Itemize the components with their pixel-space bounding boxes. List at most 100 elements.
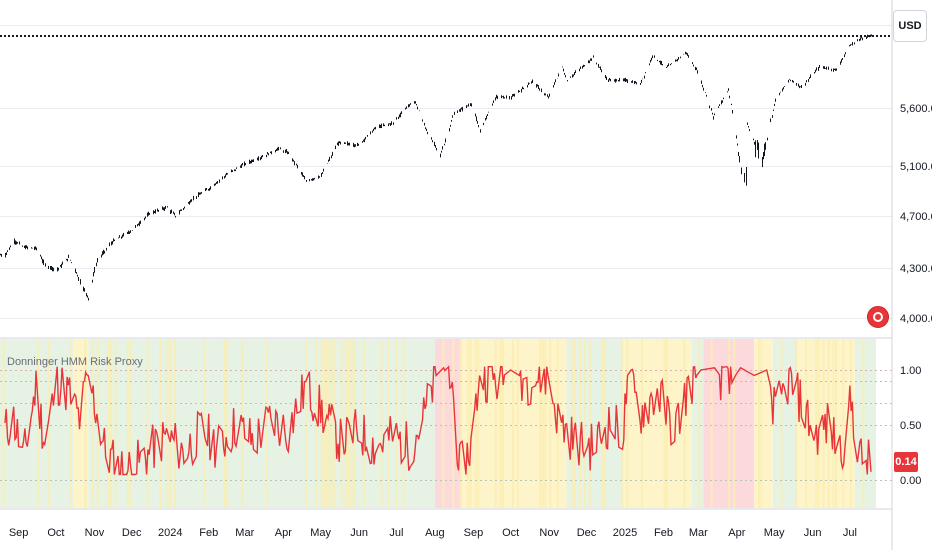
price-tick-label: 4,300.00 bbox=[900, 263, 932, 275]
regime-stripe bbox=[549, 339, 552, 508]
regime-stripe bbox=[109, 339, 112, 508]
regime-stripe bbox=[469, 339, 472, 508]
indicator-grid bbox=[0, 370, 892, 481]
indicator-tick-label: 0.00 bbox=[900, 475, 921, 487]
time-tick-label: Oct bbox=[47, 527, 64, 539]
regime-stripe bbox=[106, 339, 109, 508]
time-tick-label: Jun bbox=[804, 527, 822, 539]
time-tick-label: Jun bbox=[350, 527, 368, 539]
indicator-title: Donninger HMM Risk Proxy bbox=[7, 356, 143, 368]
regime-stripe bbox=[226, 339, 229, 508]
regime-stripe bbox=[757, 339, 760, 508]
regime-stripe bbox=[827, 339, 830, 508]
regime-stripe bbox=[84, 339, 87, 508]
time-tick-label: Mar bbox=[235, 527, 254, 539]
regime-stripe bbox=[579, 339, 582, 508]
time-tick-label: Jul bbox=[389, 527, 403, 539]
price-tick-label: 5,600.00 bbox=[900, 103, 932, 115]
time-tick-label: Nov bbox=[539, 527, 559, 539]
time-tick-label: Jul bbox=[843, 527, 857, 539]
regime-stripe bbox=[626, 339, 629, 508]
price-bars bbox=[0, 34, 872, 301]
indicator-regime-bands bbox=[0, 339, 876, 508]
regime-stripe bbox=[805, 339, 808, 508]
regime-stripe bbox=[601, 339, 604, 508]
regime-stripe bbox=[380, 339, 383, 508]
regime-stripe bbox=[146, 339, 149, 508]
regime-stripe bbox=[544, 339, 547, 508]
price-axis: 5,600.00 5,100.00 4,700.00 4,300.00 4,000.00 bbox=[900, 103, 932, 325]
time-tick-label: Sep bbox=[464, 527, 484, 539]
time-tick-label: Feb bbox=[199, 527, 218, 539]
regime-band-green bbox=[692, 339, 704, 508]
regime-stripe bbox=[499, 339, 502, 508]
regime-stripe bbox=[494, 339, 497, 508]
regime-stripe bbox=[710, 339, 713, 508]
regime-stripe bbox=[621, 339, 624, 508]
regime-band-green bbox=[772, 339, 798, 508]
time-tick-label: Aug bbox=[425, 527, 445, 539]
regime-stripe bbox=[467, 339, 470, 508]
regime-stripe bbox=[387, 339, 390, 508]
regime-stripe bbox=[728, 339, 731, 508]
regime-stripe bbox=[501, 339, 504, 508]
regime-stripe bbox=[539, 339, 542, 508]
price-grid bbox=[0, 25, 892, 319]
last-value-badge: 0.14 bbox=[894, 452, 918, 472]
regime-stripe bbox=[459, 339, 462, 508]
regime-band-yellow bbox=[754, 339, 773, 508]
regime-band-green bbox=[88, 339, 435, 508]
regime-stripe bbox=[849, 339, 852, 508]
regime-stripe bbox=[815, 339, 818, 508]
time-axis: Sep Oct Nov Dec 2024 Feb Mar Apr May Jun Jul Aug Sep… bbox=[9, 527, 857, 539]
regime-stripe bbox=[159, 339, 162, 508]
regime-stripe bbox=[511, 339, 514, 508]
regime-stripe bbox=[584, 339, 586, 508]
time-tick-label: Sep bbox=[9, 527, 29, 539]
regime-stripe bbox=[333, 339, 336, 508]
regime-stripe bbox=[114, 339, 117, 508]
regime-stripe bbox=[325, 339, 328, 508]
risk-proxy-line bbox=[4, 365, 872, 476]
regime-stripe bbox=[842, 339, 845, 508]
regime-stripe bbox=[328, 339, 331, 508]
regime-band-yellow bbox=[478, 339, 567, 508]
price-tick-label: 4,000.00 bbox=[900, 313, 932, 325]
time-tick-label: May bbox=[310, 527, 331, 539]
regime-stripe bbox=[129, 339, 132, 508]
time-tick-label: Dec bbox=[577, 527, 597, 539]
regime-stripe bbox=[683, 339, 686, 508]
regime-band-green bbox=[854, 339, 876, 508]
time-tick-label: Apr bbox=[275, 527, 292, 539]
time-tick-label: Feb bbox=[654, 527, 673, 539]
regime-stripe bbox=[795, 339, 798, 508]
regime-stripe bbox=[126, 339, 129, 508]
regime-stripe bbox=[323, 339, 326, 508]
regime-stripe bbox=[516, 339, 519, 508]
time-tick-label: Mar bbox=[689, 527, 708, 539]
regime-stripe bbox=[603, 339, 606, 508]
price-tick-label: 5,100.00 bbox=[900, 161, 932, 173]
regime-stripe bbox=[168, 339, 171, 508]
regime-stripe bbox=[442, 339, 445, 508]
regime-stripe bbox=[265, 339, 268, 508]
regime-stripe bbox=[733, 339, 736, 508]
regime-stripe bbox=[91, 339, 94, 508]
regime-stripe bbox=[203, 339, 206, 508]
regime-stripe bbox=[477, 339, 480, 508]
indicator-axis: 1.00 0.50 0.00 bbox=[900, 365, 921, 487]
sessions-icon[interactable] bbox=[867, 306, 889, 328]
regime-stripe bbox=[474, 339, 477, 508]
regime-stripe bbox=[666, 339, 669, 508]
regime-stripe bbox=[834, 339, 837, 508]
regime-stripe bbox=[760, 339, 763, 508]
regime-stripe bbox=[223, 339, 226, 508]
currency-label[interactable]: USD bbox=[893, 10, 927, 42]
regime-stripe bbox=[698, 339, 701, 508]
regime-stripe bbox=[588, 339, 591, 508]
indicator-tick-label: 0.50 bbox=[900, 420, 921, 432]
regime-stripe bbox=[862, 339, 865, 508]
indicator-tick-label: 1.00 bbox=[900, 365, 921, 377]
regime-band-red bbox=[434, 339, 461, 508]
